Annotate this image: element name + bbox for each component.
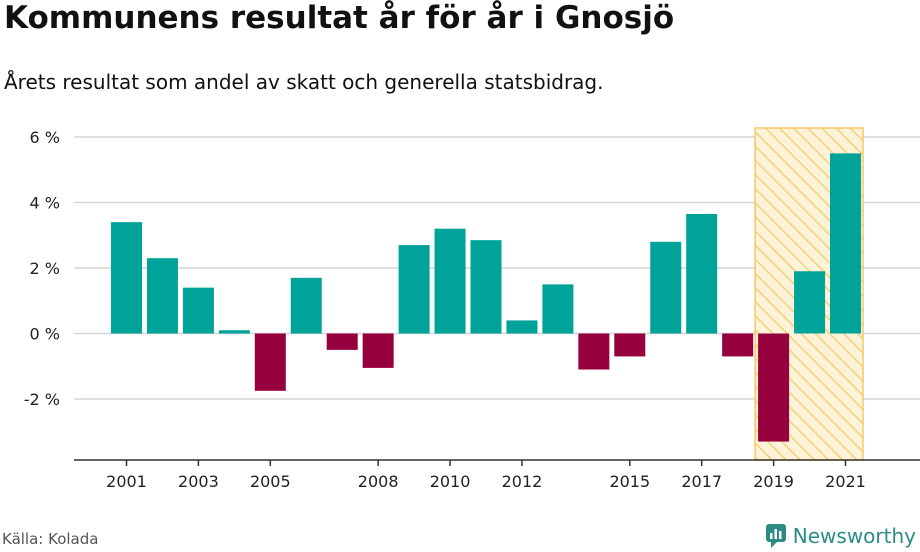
source-note: Källa: Kolada (2, 530, 99, 548)
bar-2018 (722, 333, 754, 357)
y-tick-label: 6 % (30, 128, 60, 147)
bar-2001 (111, 222, 142, 334)
bar-2006 (290, 277, 322, 334)
bar-2017 (686, 213, 718, 334)
x-tick-label: 2019 (753, 472, 794, 491)
brand-logo: Newsworthy (765, 521, 916, 551)
bar-2007 (326, 333, 358, 350)
x-tick-label: 2003 (178, 472, 219, 491)
bar-2016 (650, 241, 682, 334)
bar-2012 (506, 320, 538, 334)
bars-layer (111, 153, 861, 442)
y-tick-label: 2 % (30, 259, 60, 278)
bar-2014 (578, 333, 610, 370)
y-tick-label: 0 % (30, 325, 60, 344)
x-tick-label: 2005 (250, 472, 291, 491)
chart-title: Kommunens resultat år för år i Gnosjö (4, 0, 675, 36)
bar-2009 (398, 245, 430, 334)
bar-2020 (794, 271, 826, 334)
y-tick-label: -2 % (24, 390, 60, 409)
x-tick-label: 2021 (825, 472, 866, 491)
chart-subtitle: Årets resultat som andel av skatt och ge… (4, 70, 604, 94)
bar-2004 (218, 330, 250, 334)
bar-2003 (182, 287, 214, 334)
x-tick-label: 2015 (609, 472, 650, 491)
bar-2011 (470, 240, 502, 334)
bar-2008 (362, 333, 394, 368)
x-tick-label: 2012 (502, 472, 543, 491)
bar-2015 (614, 333, 646, 357)
brand-name: Newsworthy (792, 524, 916, 548)
bar-2005 (254, 333, 286, 391)
bar-2002 (146, 258, 178, 334)
bar-2010 (434, 228, 466, 334)
newsworthy-logo-icon (765, 524, 786, 548)
y-tick-label: 4 % (30, 194, 60, 213)
bar-2021 (830, 153, 861, 334)
x-tick-label: 2017 (681, 472, 722, 491)
x-tick-label: 2001 (106, 472, 147, 491)
axis-layer: 6 % 4 % 2 % 0 % -2 % 2001 2003 2005 2008 2010 2012… (24, 128, 920, 491)
x-tick-label: 2010 (430, 472, 471, 491)
x-tick-label: 2008 (358, 472, 399, 491)
bar-2013 (542, 284, 574, 334)
bar-2019 (758, 333, 790, 442)
